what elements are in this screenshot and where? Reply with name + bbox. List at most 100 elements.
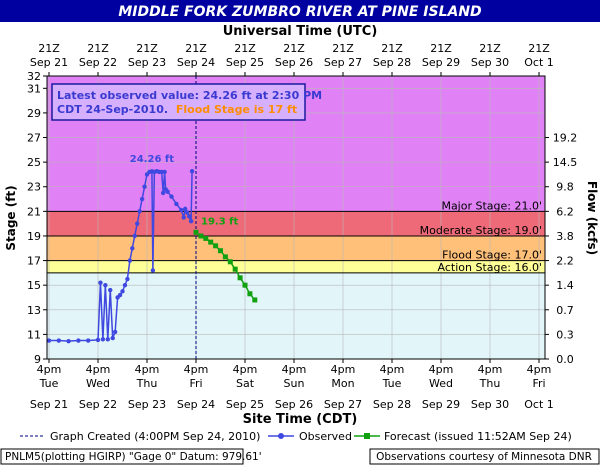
local-tick-date: Sep 26 [275, 398, 313, 411]
local-tick-date: Sep 21 [30, 398, 68, 411]
utc-tick-hour: 21Z [38, 42, 60, 55]
right-tick-label: 0.3 [556, 328, 574, 341]
local-tick-time: 4pm [37, 363, 62, 376]
local-tick-date: Sep 24 [177, 398, 215, 411]
observed-point [127, 258, 133, 263]
utc-tick-date: Oct 1 [524, 56, 554, 69]
left-tick-label: 15 [27, 279, 41, 292]
left-tick-label: 27 [27, 132, 41, 145]
observed-point [174, 201, 179, 207]
utc-tick-date: Sep 21 [30, 56, 68, 69]
local-tick-day: Sun [284, 377, 305, 390]
forecast-point [227, 259, 233, 265]
local-tick-date: Sep 22 [79, 398, 117, 411]
footer-left: PNLM5(plotting HGIRP) "Gage 0" Datum: 97… [5, 451, 262, 463]
local-tick-day: Thu [479, 377, 501, 390]
utc-tick-date: Sep 28 [373, 56, 411, 69]
plot-frame [46, 75, 546, 360]
legend: Graph Created (4:00PM Sep 24, 2010) Obse… [20, 430, 572, 443]
forecast-point [213, 243, 219, 249]
local-tick-time: 4pm [527, 363, 552, 376]
left-tick-label: 21 [27, 205, 41, 218]
y-left-label: Stage (ft) [4, 185, 18, 250]
right-tick-label: 14.5 [553, 156, 578, 169]
utc-tick-date: Sep 27 [324, 56, 362, 69]
left-tick-label: 32 [27, 70, 41, 83]
observed-point [135, 221, 140, 226]
top-axis-title: Universal Time (UTC) [223, 24, 378, 39]
observed-point [189, 169, 195, 174]
local-tick-day: Sat [236, 377, 255, 390]
local-tick-time: 4pm [184, 363, 209, 376]
left-tick-label: 17 [27, 255, 41, 268]
observed-line [49, 170, 193, 342]
forecast-point [193, 229, 199, 235]
local-tick-date: Sep 28 [373, 398, 411, 411]
local-tick-day: Mon [331, 377, 354, 390]
observed-point [117, 292, 123, 298]
local-tick-time: 4pm [380, 363, 405, 376]
local-tick-date: Sep 30 [471, 398, 509, 411]
forecast-point [247, 291, 253, 297]
utc-tick-date: Sep 25 [226, 56, 264, 69]
utc-tick-hour: 21Z [87, 42, 109, 55]
local-tick-day: Fri [532, 377, 545, 390]
y-right-label: Flow (kcfs) [585, 181, 599, 255]
info-line-1: Latest observed value: 24.26 ft at 2:30 … [57, 89, 322, 102]
left-tick-label: 23 [27, 181, 41, 194]
left-tick-label: 9 [34, 353, 41, 366]
left-tick-label: 31 [27, 82, 41, 95]
observed-point [160, 190, 166, 196]
forecast-point [252, 297, 258, 303]
utc-tick-hour: 21Z [234, 42, 256, 55]
forecast-start-label: 19.3 ft [201, 216, 239, 227]
local-tick-time: 4pm [478, 363, 503, 376]
forecast-point [218, 248, 223, 254]
local-tick-day: Wed [429, 377, 453, 390]
utc-tick-hour: 21Z [332, 42, 354, 55]
threshold-label: Action Stage: 16.0' [438, 261, 542, 274]
below-action-band [47, 272, 545, 359]
observed-point [95, 337, 101, 343]
forecast-point [222, 254, 228, 260]
info-box: Latest observed value: 24.26 ft at 2:30 … [51, 83, 322, 121]
observed-point [186, 214, 192, 219]
local-tick-date: Sep 23 [128, 398, 166, 411]
info-flood-stage: Flood Stage is 17 ft [176, 103, 297, 116]
legend-created: Graph Created (4:00PM Sep 24, 2010) [50, 430, 260, 443]
footer-right-box [369, 448, 600, 465]
observed-point [46, 338, 52, 343]
observed-point [105, 337, 111, 342]
left-tick-label: 25 [27, 156, 41, 169]
local-tick-day: Tue [39, 377, 59, 390]
right-tick-label: 9.8 [556, 181, 574, 194]
observed-point [183, 206, 188, 212]
forecast-point [203, 235, 209, 241]
observed-point [112, 329, 118, 335]
utc-tick-date: Sep 24 [177, 56, 215, 69]
local-tick-time: 4pm [331, 363, 356, 376]
title-bar [0, 0, 600, 22]
info-line-2-prefix: CDT 24-Sep-2010. [57, 103, 168, 116]
observed-point [103, 282, 108, 288]
utc-tick-hour: 21Z [283, 42, 305, 55]
footer-right: Observations courtesy of Minnesota DNR [376, 451, 592, 463]
observed-point [169, 194, 174, 199]
observed-point [150, 268, 156, 273]
action-band [47, 260, 545, 273]
utc-tick-hour: 21Z [479, 42, 501, 55]
observed-point [110, 335, 115, 341]
right-tick-label: 0.0 [556, 353, 574, 366]
observed-point [125, 276, 130, 282]
local-tick-time: 4pm [282, 363, 307, 376]
local-tick-date: Sep 29 [422, 398, 460, 411]
forecast-point [208, 239, 214, 245]
observed-point [165, 189, 170, 194]
observed-point [181, 215, 186, 220]
utc-tick-hour: 21Z [381, 42, 403, 55]
utc-tick-hour: 21Z [185, 42, 207, 55]
observed-peak-label: 24.26 ft [130, 154, 174, 165]
local-tick-time: 4pm [233, 363, 258, 376]
threshold-label: Moderate Stage: 19.0' [420, 224, 542, 237]
